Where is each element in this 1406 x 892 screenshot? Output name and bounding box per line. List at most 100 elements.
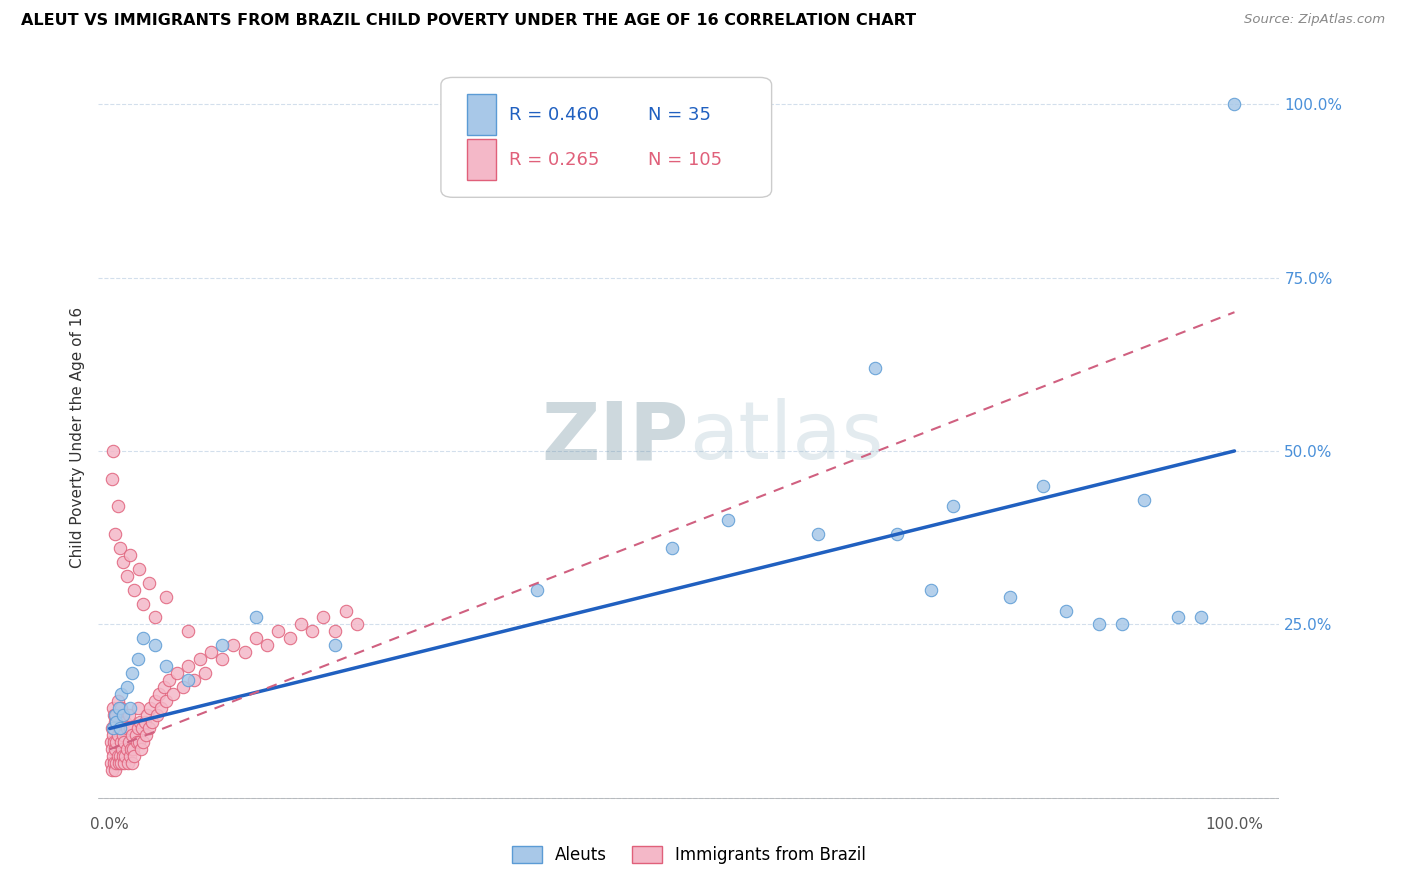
Point [132,632,155,646]
Point [143,610,166,624]
Point [256,638,278,652]
Point [222,638,245,652]
Point [121,665,143,680]
Point [312,610,335,624]
Point [115,680,138,694]
Text: N = 105: N = 105 [648,151,721,169]
Point [101,728,124,742]
Point [1167,610,1189,624]
Point [863,360,886,375]
Point [124,582,146,597]
Point [152,680,174,694]
Point [104,707,127,722]
Point [526,582,548,597]
Point [105,714,128,729]
Point [245,610,267,624]
Point [108,722,131,736]
Point [104,527,127,541]
Point [1111,617,1133,632]
Point [115,722,138,736]
Point [134,714,156,729]
Point [1189,610,1212,624]
Point [141,714,163,729]
Point [118,700,141,714]
Point [108,714,131,729]
Point [111,742,134,756]
Point [101,722,124,736]
Point [104,763,127,777]
Point [124,728,146,742]
Point [172,680,194,694]
Point [104,742,127,756]
Point [101,722,124,736]
Point [138,575,160,590]
Point [103,756,125,771]
Point [101,749,124,764]
Point [177,659,200,673]
Text: N = 35: N = 35 [648,106,710,124]
Text: ALEUT VS IMMIGRANTS FROM BRAZIL CHILD POVERTY UNDER THE AGE OF 16 CORRELATION CH: ALEUT VS IMMIGRANTS FROM BRAZIL CHILD PO… [21,13,917,29]
Point [103,735,125,749]
Point [129,742,152,756]
Point [115,742,138,756]
Point [121,728,143,742]
Point [101,742,124,756]
Point [301,624,323,639]
Point [143,694,166,708]
Point [129,714,152,729]
Point [101,700,124,714]
Point [211,652,233,666]
Point [112,735,135,749]
Point [101,763,124,777]
Point [200,645,222,659]
Point [323,624,346,639]
Point [1054,603,1077,617]
Point [118,735,141,749]
Point [120,742,142,756]
Point [105,756,128,771]
Point [115,569,138,583]
Point [942,500,965,514]
Point [233,645,256,659]
Y-axis label: Child Poverty Under the Age of 16: Child Poverty Under the Age of 16 [69,307,84,567]
Point [188,652,211,666]
Point [278,632,301,646]
Point [101,472,124,486]
Point [124,749,146,764]
Point [118,548,141,562]
Point [139,700,162,714]
Point [107,749,129,764]
Point [100,756,122,771]
Point [1032,478,1054,492]
FancyBboxPatch shape [467,95,496,136]
FancyBboxPatch shape [467,139,496,180]
Point [132,735,155,749]
Point [211,638,233,652]
Point [135,707,157,722]
Point [118,722,141,736]
Point [245,632,267,646]
Point [117,756,139,771]
Point [267,624,290,639]
Point [114,749,136,764]
Point [290,617,312,632]
Point [110,687,132,701]
Point [157,673,180,687]
Text: Source: ZipAtlas.com: Source: ZipAtlas.com [1244,13,1385,27]
Point [1088,617,1111,632]
Text: atlas: atlas [689,398,883,476]
Point [155,590,177,604]
Point [108,749,131,764]
Point [110,756,132,771]
Point [112,756,135,771]
Point [131,722,153,736]
Point [194,665,217,680]
Point [122,742,145,756]
Point [155,694,177,708]
Point [127,722,149,736]
Point [114,714,136,729]
Text: ZIP: ZIP [541,398,689,476]
Point [104,714,127,729]
Text: R = 0.265: R = 0.265 [509,151,600,169]
Point [148,687,170,701]
